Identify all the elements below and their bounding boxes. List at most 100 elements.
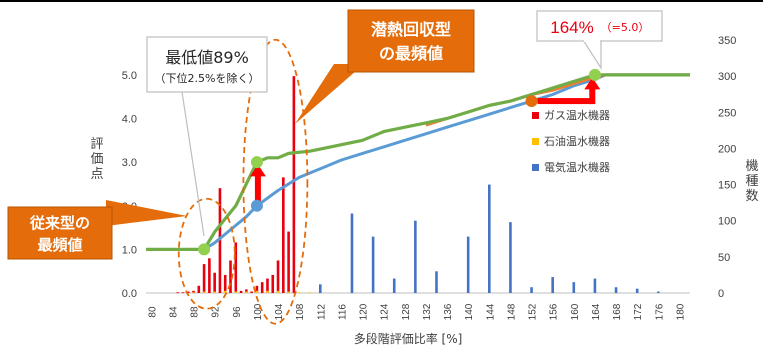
bar [255, 285, 259, 293]
x-tick-label: 156 [549, 303, 560, 320]
bar [572, 282, 576, 293]
x-tick-label: 160 [570, 303, 581, 320]
bar [282, 177, 285, 293]
bar [308, 292, 312, 294]
x-tick-label: 180 [675, 303, 686, 320]
x-tick-label: 92 [211, 306, 222, 318]
y-left-axis-label: 評価点 [90, 137, 103, 182]
bar [239, 290, 243, 293]
callout-max-pointer [581, 39, 602, 71]
callout-conv-box [7, 206, 113, 260]
legend-label: ガス温水機器 [544, 108, 610, 122]
bar [255, 290, 259, 293]
bar [192, 292, 195, 294]
y-right-tick-label: 350 [718, 35, 736, 47]
bar [593, 278, 597, 293]
bar [287, 231, 290, 293]
axis-label-char: 数 [745, 189, 758, 204]
x-tick-label: 168 [612, 303, 623, 320]
callout-max-sub: （=5.0） [601, 21, 650, 34]
y-right-tick-label: 250 [718, 107, 736, 119]
bar [197, 285, 201, 293]
x-tick-label: 112 [316, 304, 327, 320]
y-right-axis-label: 機種数 [745, 159, 758, 204]
x-tick-label: 120 [359, 303, 370, 320]
x-tick-label: 144 [485, 303, 496, 320]
ellipse-conventional [177, 197, 236, 310]
x-tick-label: 148 [506, 303, 517, 320]
y-right-tick-label: 200 [718, 143, 736, 155]
bar [186, 291, 190, 293]
bar [208, 258, 211, 293]
bar [202, 291, 206, 293]
bar [435, 271, 438, 293]
legend-label: 電気温水機器 [544, 160, 610, 174]
bar [250, 291, 253, 293]
x-tick-label: 172 [633, 303, 644, 320]
axis-label-char: 評 [90, 137, 103, 152]
legend-label: 石油温水機器 [544, 134, 610, 148]
callout-leader-min [181, 91, 205, 237]
axis-label-char: 価 [90, 152, 103, 167]
bar [350, 213, 354, 293]
bar [276, 290, 280, 293]
x-tick-label: 176 [654, 303, 665, 320]
x-tick-label: 128 [401, 303, 412, 320]
callout-conv-line1: 従来型の [29, 214, 90, 232]
x-tick-label: 80 [147, 306, 158, 318]
x-tick-label: 96 [232, 306, 243, 318]
y-right-tick-label: 150 [718, 180, 736, 192]
bar [371, 236, 375, 293]
bar [271, 274, 275, 293]
bar [287, 291, 290, 293]
bar [392, 278, 396, 293]
y-right-tick-label: 0 [718, 288, 724, 300]
bar [657, 291, 660, 293]
y-right-tick-label: 300 [718, 71, 736, 83]
x-tick-label: 84 [168, 306, 179, 318]
bar [218, 188, 222, 293]
x-tick-label: 100 [253, 303, 264, 320]
axis-label-char: 機 [745, 159, 758, 174]
y-right-tick-label: 50 [718, 252, 730, 264]
x-tick-label: 140 [464, 303, 475, 320]
data-marker [525, 95, 538, 108]
bar [223, 274, 227, 293]
bar [466, 236, 470, 293]
y-left-tick-label: 5.0 [122, 70, 137, 82]
bar [176, 292, 179, 294]
legend-swatch [532, 138, 539, 145]
bar [266, 290, 269, 293]
x-tick-label: 88 [190, 306, 201, 318]
arrow-shaft [589, 86, 596, 105]
x-tick-label: 132 [422, 303, 433, 320]
x-tick-label: 164 [591, 303, 602, 320]
callout-conv-line2: 最頻値 [37, 236, 82, 254]
bar [229, 260, 232, 293]
top-border-rule [0, 0, 763, 2]
data-marker [250, 156, 263, 169]
data-marker [198, 243, 211, 256]
x-tick-label: 136 [443, 303, 454, 320]
data-marker [588, 68, 601, 81]
axis-label-char: 点 [90, 167, 103, 182]
bar [297, 292, 301, 294]
y-left-tick-label: 1.0 [122, 244, 137, 256]
legend-swatch [532, 112, 539, 119]
bar [488, 184, 491, 293]
bar [318, 284, 322, 293]
bar [614, 287, 618, 293]
x-tick-label: 108 [295, 303, 306, 320]
arrow-shaft [537, 98, 593, 105]
bar [414, 220, 417, 293]
bar [234, 242, 238, 293]
callout-min-line1: 最低値89% [165, 48, 249, 67]
bar [213, 291, 216, 293]
bar [245, 291, 248, 293]
bar [276, 260, 280, 293]
data-marker [250, 199, 263, 212]
bar [245, 289, 248, 293]
y-left-tick-label: 4.0 [122, 114, 137, 126]
callout-conv-pointer [106, 200, 187, 226]
